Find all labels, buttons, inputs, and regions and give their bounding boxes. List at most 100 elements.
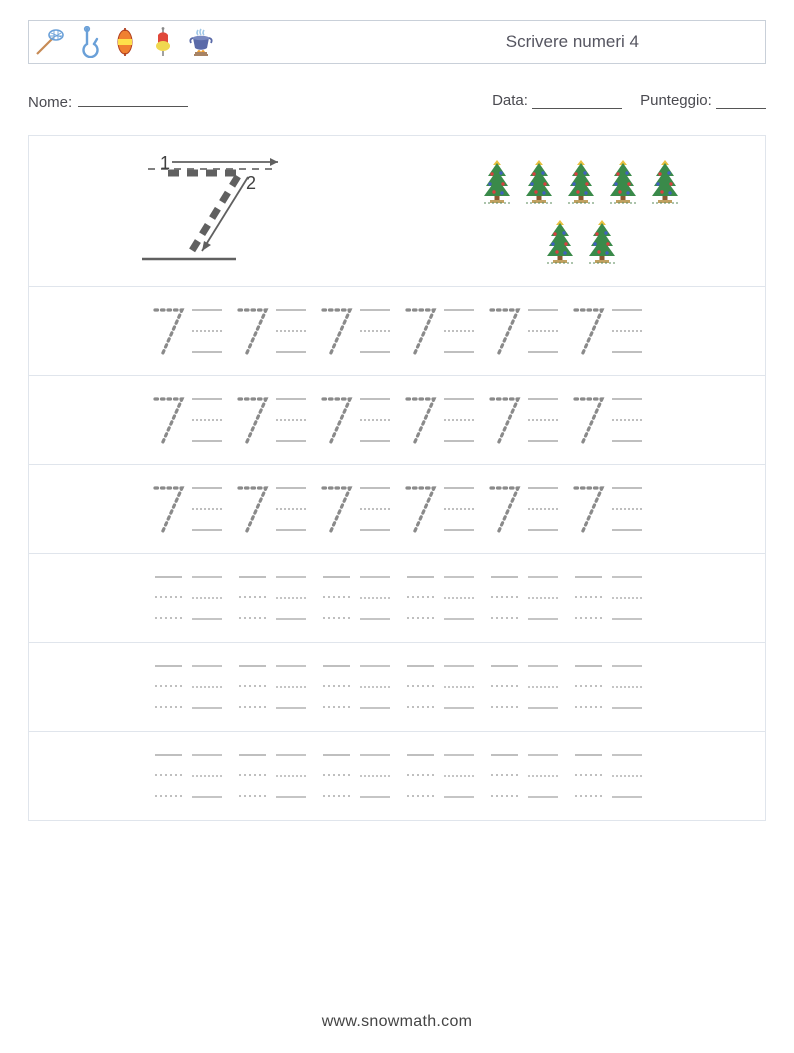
trace-7[interactable] (236, 481, 270, 537)
practice-pair (488, 570, 558, 626)
trace-7[interactable] (488, 303, 522, 359)
trace-blank[interactable] (488, 659, 522, 715)
writing-guides[interactable] (528, 303, 558, 359)
writing-guides[interactable] (276, 570, 306, 626)
practice-pair (236, 659, 306, 715)
trace-blank[interactable] (236, 570, 270, 626)
stroke-demo-svg: 1 2 (128, 151, 298, 271)
demo-row: 1 2 (29, 136, 765, 287)
trace-7[interactable] (320, 392, 354, 448)
practice-row (29, 376, 765, 465)
writing-guides[interactable] (276, 481, 306, 537)
writing-guides[interactable] (276, 659, 306, 715)
hook-icon (71, 26, 103, 58)
writing-guides[interactable] (612, 748, 642, 804)
footer-url: www.snowmath.com (0, 1013, 794, 1031)
writing-guides[interactable] (612, 570, 642, 626)
trace-blank[interactable] (320, 570, 354, 626)
practice-pair (152, 303, 222, 359)
writing-guides[interactable] (360, 392, 390, 448)
tree-icon (608, 158, 638, 204)
trace-7[interactable] (152, 481, 186, 537)
trace-7[interactable] (488, 392, 522, 448)
trace-blank[interactable] (152, 659, 186, 715)
trace-blank[interactable] (488, 570, 522, 626)
writing-guides[interactable] (192, 659, 222, 715)
practice-pair (236, 303, 306, 359)
trace-7[interactable] (404, 303, 438, 359)
name-label: Nome: (28, 94, 72, 111)
writing-guides[interactable] (192, 748, 222, 804)
trace-blank[interactable] (404, 570, 438, 626)
trace-blank[interactable] (488, 748, 522, 804)
trace-blank[interactable] (152, 748, 186, 804)
writing-guides[interactable] (192, 303, 222, 359)
writing-guides[interactable] (192, 570, 222, 626)
practice-pair (404, 303, 474, 359)
net-icon (33, 26, 65, 58)
practice-pair (320, 748, 390, 804)
practice-pair (152, 392, 222, 448)
tree-icon (650, 158, 680, 204)
trace-blank[interactable] (320, 748, 354, 804)
writing-guides[interactable] (276, 303, 306, 359)
trace-blank[interactable] (236, 748, 270, 804)
trace-blank[interactable] (572, 659, 606, 715)
practice-pair (236, 481, 306, 537)
writing-guides[interactable] (444, 748, 474, 804)
practice-pair (236, 392, 306, 448)
practice-row (29, 465, 765, 554)
trace-7[interactable] (236, 303, 270, 359)
worksheet-title: Scrivere numeri 4 (506, 32, 759, 52)
trace-7[interactable] (488, 481, 522, 537)
name-blank[interactable] (78, 92, 188, 107)
trace-blank[interactable] (404, 659, 438, 715)
trace-blank[interactable] (236, 659, 270, 715)
writing-guides[interactable] (528, 481, 558, 537)
practice-pair (320, 392, 390, 448)
writing-guides[interactable] (360, 659, 390, 715)
writing-guides[interactable] (444, 659, 474, 715)
float-icon (109, 26, 141, 58)
writing-guides[interactable] (276, 748, 306, 804)
trace-blank[interactable] (320, 659, 354, 715)
writing-guides[interactable] (360, 481, 390, 537)
trace-7[interactable] (572, 303, 606, 359)
trace-7[interactable] (572, 481, 606, 537)
score-blank[interactable] (716, 94, 766, 109)
writing-guides[interactable] (444, 303, 474, 359)
writing-guides[interactable] (276, 392, 306, 448)
writing-guides[interactable] (360, 748, 390, 804)
trace-7[interactable] (404, 481, 438, 537)
writing-guides[interactable] (192, 481, 222, 537)
trace-7[interactable] (320, 481, 354, 537)
writing-guides[interactable] (360, 303, 390, 359)
writing-guides[interactable] (528, 748, 558, 804)
writing-guides[interactable] (360, 570, 390, 626)
writing-guides[interactable] (528, 659, 558, 715)
stroke-demo-cell: 1 2 (29, 136, 397, 286)
trace-blank[interactable] (152, 570, 186, 626)
trace-7[interactable] (236, 392, 270, 448)
tree-icon (566, 158, 596, 204)
writing-guides[interactable] (528, 392, 558, 448)
trace-7[interactable] (152, 392, 186, 448)
practice-pair (488, 481, 558, 537)
writing-guides[interactable] (444, 481, 474, 537)
writing-guides[interactable] (444, 392, 474, 448)
writing-guides[interactable] (444, 570, 474, 626)
trace-blank[interactable] (404, 748, 438, 804)
trace-7[interactable] (152, 303, 186, 359)
trace-7[interactable] (320, 303, 354, 359)
writing-guides[interactable] (612, 659, 642, 715)
date-blank[interactable] (532, 94, 622, 109)
trace-7[interactable] (572, 392, 606, 448)
trace-7[interactable] (404, 392, 438, 448)
trace-blank[interactable] (572, 748, 606, 804)
writing-guides[interactable] (612, 303, 642, 359)
writing-guides[interactable] (612, 392, 642, 448)
writing-guides[interactable] (612, 481, 642, 537)
trace-blank[interactable] (572, 570, 606, 626)
writing-guides[interactable] (528, 570, 558, 626)
writing-guides[interactable] (192, 392, 222, 448)
